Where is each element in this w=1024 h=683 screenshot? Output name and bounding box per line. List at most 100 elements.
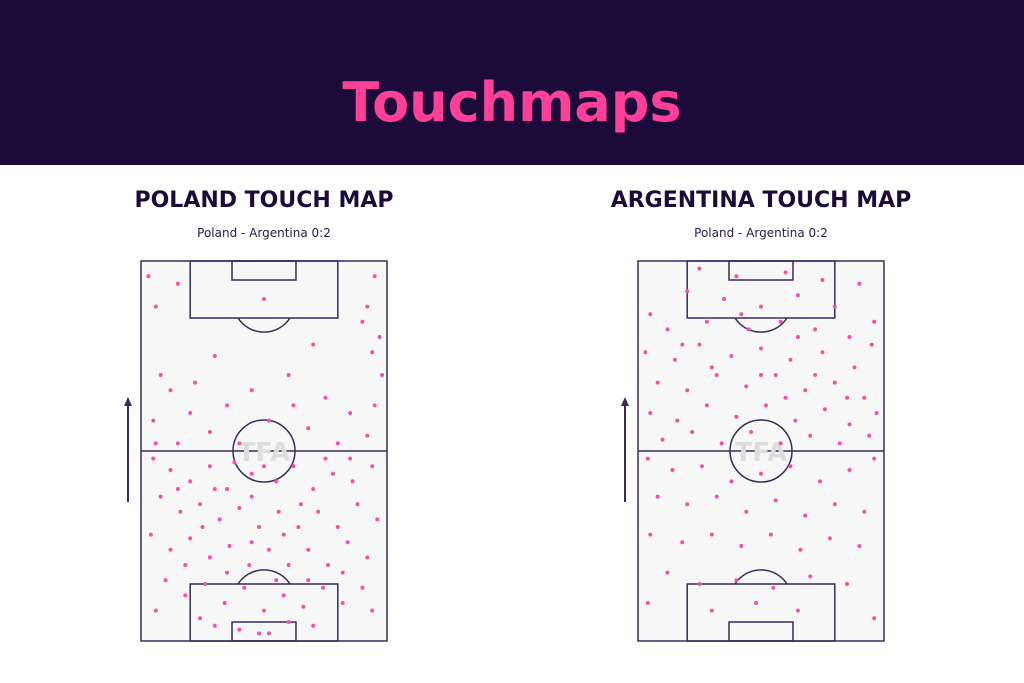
touch-dot [759,373,763,377]
touch-dot [325,563,330,567]
touch-dot [365,555,370,560]
touch-dot [266,547,271,552]
touch-dot [759,346,763,351]
touch-dot [335,441,340,446]
touch-dot [158,373,163,377]
watermark: TFA [238,438,291,468]
touch-dot [788,357,793,362]
touch-dot [837,441,842,446]
touch-dot [754,601,759,605]
touch-dot [340,570,345,575]
touch-dot [286,563,291,567]
touch-dot [345,540,350,545]
touch-dot [311,623,316,628]
touch-dot [739,544,744,548]
touch-dot [778,319,783,324]
touch-dot [734,274,739,279]
touch-dot [847,468,852,472]
touch-dot [311,487,316,491]
direction-arrow-head [621,397,629,406]
touch-dot [225,403,230,408]
chart-title: ARGENTINA TOUCH MAP [611,188,912,213]
touch-dot [714,494,719,499]
touch-dot [697,342,702,347]
touch-dot [665,327,670,332]
touch-dot [773,373,778,377]
touch-dot [321,585,326,590]
touch-dot [175,441,180,446]
touch-dot [232,460,237,465]
touch-dot [672,357,677,362]
touch-dot [670,468,675,472]
touch-dot [862,395,867,400]
touch-dot [286,620,291,624]
touch-dot [749,430,754,434]
touch-dot [151,456,156,461]
touch-dot [355,502,360,507]
touch-dot [370,608,375,613]
touch-dot [225,487,230,491]
touch-dot [648,312,653,317]
touch-dot [281,532,286,537]
touch-dot [306,547,311,552]
touch-dot [365,433,370,438]
touch-dot [193,380,198,385]
touch-dot [207,464,212,469]
touch-dot [249,471,254,476]
touch-dot [222,601,227,605]
touch-dot [168,547,173,552]
touch-dot [237,627,242,632]
touch-dot [188,411,193,415]
touch-dot [148,532,153,537]
touch-dot [795,608,800,613]
touch-dot [330,471,335,476]
touch-dot [348,411,353,415]
touch-dot [237,506,242,510]
touch-dot [316,509,321,514]
touch-dot [744,384,749,389]
touch-dot [798,547,803,552]
chart-subtitle: Poland - Argentina 0:2 [197,226,331,240]
touch-dot [788,464,793,469]
touch-dot [158,494,163,499]
touch-dot [151,418,156,423]
touch-dot [266,631,271,636]
touch-dot [709,532,714,537]
penalty-arc [734,569,788,585]
touch-dot [729,354,734,358]
penalty-arc [237,569,291,585]
touch-dot [857,544,862,548]
touch-dot [771,585,776,590]
touch-dot [225,570,230,575]
touch-dot [783,395,788,400]
touch-dot [734,414,739,419]
watermark: TFA [735,438,788,468]
touch-dot [249,388,254,393]
touch-dot [872,319,877,324]
touch-dot [719,441,724,446]
touch-dot [306,426,311,431]
touch-dot [175,281,180,286]
touch-dot [699,464,704,469]
centre-circle [729,419,793,483]
touch-dot [822,407,827,412]
touch-dot [665,570,670,575]
touch-dot [655,494,660,499]
touch-dot [845,395,850,400]
touch-dot [675,418,680,423]
touch-dot [306,578,311,583]
touch-dot [852,365,857,370]
touch-dot [377,335,382,339]
touch-dot [832,380,837,385]
touch-dot [803,388,808,393]
touch-dot [247,563,252,567]
touch-dot [744,509,749,514]
touch-dot [827,536,832,541]
touch-dot [262,297,266,301]
touch-dot [847,422,852,427]
touch-dot [212,487,217,491]
touch-dot [872,456,877,461]
touch-dot [262,608,266,613]
direction-arrow-head [124,397,132,406]
